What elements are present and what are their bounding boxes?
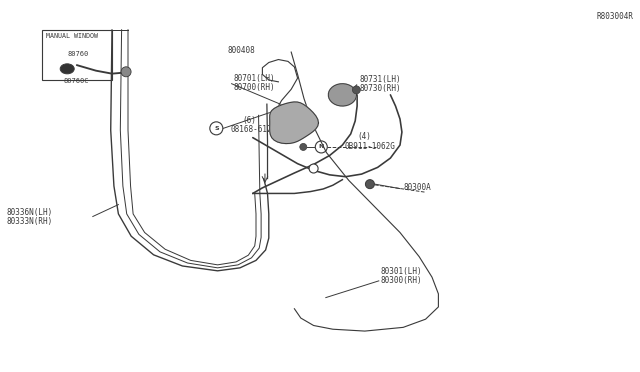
Text: 80730(RH): 80730(RH) bbox=[360, 84, 401, 93]
Text: 80300A: 80300A bbox=[403, 183, 431, 192]
Circle shape bbox=[309, 164, 318, 173]
Text: R803004R: R803004R bbox=[596, 12, 634, 21]
Text: 08168-6121A: 08168-6121A bbox=[230, 125, 281, 134]
Ellipse shape bbox=[60, 64, 74, 74]
Text: 80700(RH): 80700(RH) bbox=[234, 83, 275, 92]
Polygon shape bbox=[328, 84, 356, 106]
Polygon shape bbox=[269, 102, 319, 144]
Text: 80333N(RH): 80333N(RH) bbox=[6, 217, 52, 226]
Text: 80336N(LH): 80336N(LH) bbox=[6, 208, 52, 217]
Text: (6): (6) bbox=[242, 116, 256, 125]
Circle shape bbox=[365, 180, 374, 189]
Text: (4): (4) bbox=[357, 132, 371, 141]
Circle shape bbox=[353, 86, 360, 94]
Circle shape bbox=[300, 144, 307, 150]
Text: 0B911-1062G: 0B911-1062G bbox=[344, 142, 395, 151]
Text: 80760C: 80760C bbox=[64, 78, 90, 84]
Text: 80300(RH): 80300(RH) bbox=[381, 276, 422, 285]
Text: N: N bbox=[319, 144, 324, 150]
Text: 80301(LH): 80301(LH) bbox=[381, 267, 422, 276]
Text: 80760: 80760 bbox=[67, 51, 88, 57]
Text: 80701(LH): 80701(LH) bbox=[234, 74, 275, 83]
Text: MANUAL WINDOW: MANUAL WINDOW bbox=[46, 33, 98, 39]
Bar bbox=[42, 30, 112, 80]
Text: S: S bbox=[214, 126, 219, 131]
Circle shape bbox=[121, 67, 131, 77]
Text: 80731(LH): 80731(LH) bbox=[360, 75, 401, 84]
Text: 800408: 800408 bbox=[227, 46, 255, 55]
